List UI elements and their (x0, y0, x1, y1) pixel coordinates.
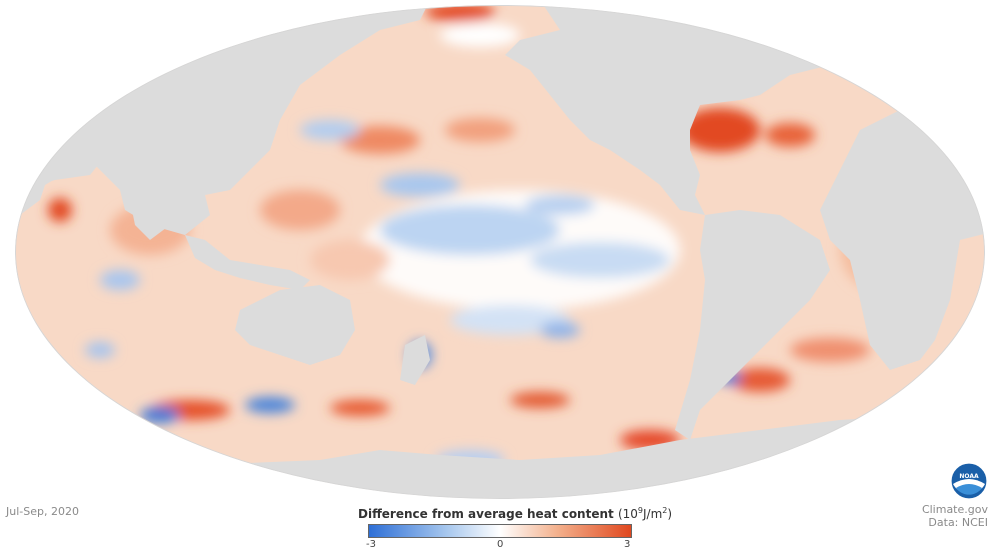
legend-color-bar (368, 524, 632, 538)
legend-title-text: Difference from average heat content (358, 507, 614, 521)
color-legend: Difference from average heat content (10… (358, 506, 672, 552)
noaa-logo: NOAA (950, 462, 988, 500)
date-label: Jul-Sep, 2020 (6, 505, 79, 518)
map-frame (0, 0, 1000, 500)
svg-text:NOAA: NOAA (959, 473, 979, 480)
legend-tick-mid: 0 (497, 539, 504, 550)
credit-source: Climate.gov (921, 503, 988, 516)
legend-tick-min: -3 (366, 539, 376, 550)
credits: Climate.gov Data: NCEI (922, 503, 988, 529)
legend-tick-max: 3 (624, 539, 631, 550)
ocean-heat-map (0, 0, 1000, 500)
legend-ticks: -3 0 3 (366, 538, 632, 552)
legend-title: Difference from average heat content (10… (358, 506, 672, 521)
credit-data: Data: NCEI (928, 516, 988, 529)
legend-unit: (109J/m2) (617, 506, 673, 521)
